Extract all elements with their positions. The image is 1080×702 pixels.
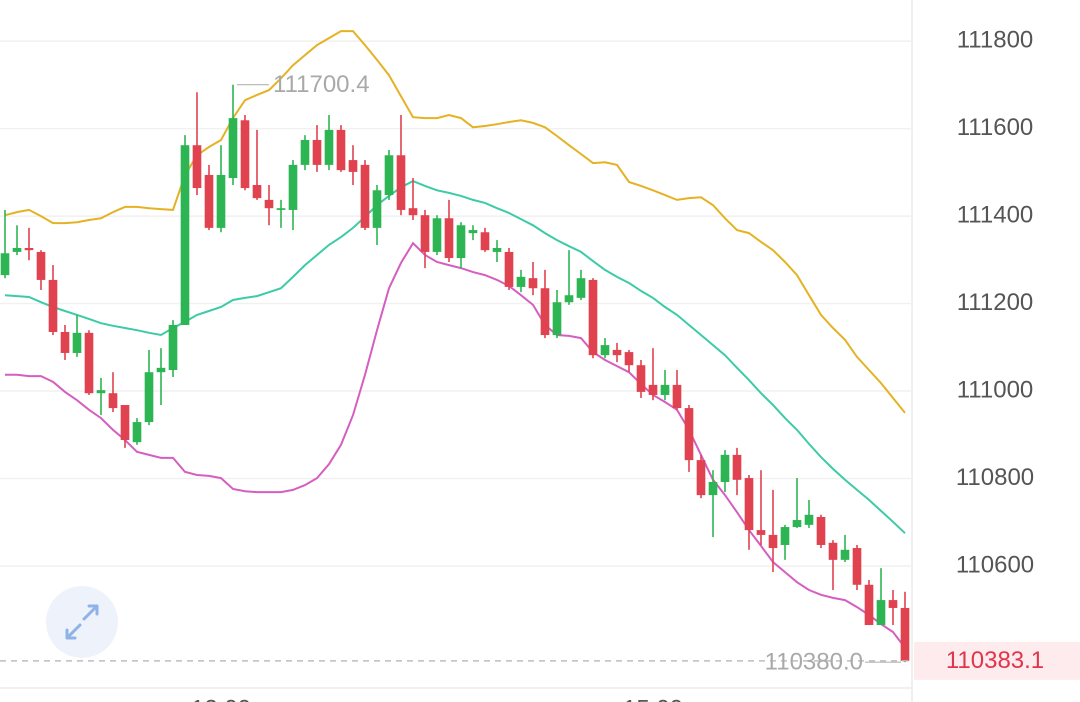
candle-body <box>24 247 34 251</box>
candle-body <box>576 278 586 298</box>
candle-body <box>672 384 682 409</box>
y-tick-label: 111000 <box>957 376 1034 403</box>
candle-body <box>552 302 562 336</box>
candle-body <box>12 247 22 252</box>
candle-body <box>660 384 670 395</box>
candle-body <box>312 139 322 165</box>
candle-body <box>144 372 154 423</box>
candle-body <box>600 345 610 356</box>
candle-body <box>336 129 346 171</box>
candle-body <box>780 527 790 545</box>
candle-body <box>792 520 802 528</box>
candle-body <box>684 408 694 461</box>
candle-body <box>36 251 46 280</box>
candle-body <box>180 145 190 325</box>
candle-body <box>492 247 502 252</box>
band-line <box>5 241 906 649</box>
candle-body <box>420 215 430 252</box>
expand-icon[interactable] <box>65 604 99 640</box>
min-label: 110380.0 <box>765 649 863 676</box>
candle-body <box>468 230 478 234</box>
candle-body <box>264 199 274 209</box>
candle-body <box>588 279 598 356</box>
candle-body <box>372 190 382 228</box>
candle-body <box>720 454 730 482</box>
candle-body <box>840 549 850 560</box>
candle-body <box>384 155 394 196</box>
candle-body <box>192 145 202 189</box>
expand-button-bg[interactable] <box>46 586 118 658</box>
candle-body <box>108 393 118 409</box>
candle-body <box>888 600 898 608</box>
candle-body <box>252 185 262 199</box>
candle-body <box>696 460 706 496</box>
candle-body <box>612 349 622 356</box>
candle-body <box>348 160 358 172</box>
candle-body <box>900 607 910 661</box>
candle-body <box>360 164 370 228</box>
candle-body <box>48 279 58 332</box>
candle-body <box>228 118 238 179</box>
candle-body <box>852 548 862 585</box>
candle-body <box>732 454 742 480</box>
candle-body <box>768 534 778 549</box>
candle-body <box>504 251 514 287</box>
candle-body <box>156 367 166 373</box>
candle-body <box>456 225 466 259</box>
y-tick-label: 111600 <box>957 114 1034 141</box>
candle-body <box>804 514 814 525</box>
candle-body <box>432 218 442 252</box>
candle-body <box>876 600 886 626</box>
y-tick-label: 110800 <box>956 464 1034 491</box>
candle-body <box>132 422 142 443</box>
candle-body <box>540 288 550 336</box>
x-tick-label: 15:00 <box>623 695 683 702</box>
candle-body <box>168 324 178 371</box>
candle-body <box>288 164 298 210</box>
last-price-label: 110383.1 <box>946 647 1044 674</box>
candle-body <box>396 155 406 210</box>
y-tick-label: 110600 <box>956 551 1034 578</box>
candle-body <box>0 253 10 276</box>
candle-body <box>204 174 214 228</box>
candle-body <box>816 516 826 545</box>
band-line <box>4 30 906 414</box>
candle-body <box>480 232 490 251</box>
y-tick-label: 111400 <box>957 201 1034 228</box>
candle-body <box>216 174 226 228</box>
candle-body <box>276 208 286 210</box>
candle-body <box>708 481 718 496</box>
candle-body <box>864 584 874 626</box>
band-line <box>4 180 906 534</box>
candle-body <box>636 365 646 392</box>
candle-body <box>756 530 766 535</box>
candle-body <box>624 352 634 366</box>
candle-body <box>72 332 82 353</box>
candle-body <box>744 478 754 531</box>
candle-body <box>84 332 94 394</box>
candle-body <box>408 208 418 216</box>
expand-button[interactable] <box>46 586 118 658</box>
candle-body <box>528 278 538 289</box>
max-label: 111700.4 <box>273 71 370 98</box>
candle-body <box>96 390 106 394</box>
candle-body <box>60 331 70 353</box>
candle-body <box>564 295 574 303</box>
last-price-tag <box>914 641 1080 680</box>
y-tick-label: 111800 <box>957 26 1034 53</box>
candle-body <box>648 384 658 395</box>
candle-body <box>324 129 334 165</box>
candle-body <box>444 218 454 259</box>
candle-body <box>828 542 838 560</box>
x-tick-label: 12:00 <box>191 695 251 702</box>
candle-body <box>516 276 526 287</box>
candle-body <box>300 139 310 165</box>
candle-body <box>120 405 130 441</box>
candle-body <box>240 120 250 189</box>
y-tick-label: 111200 <box>957 289 1034 316</box>
